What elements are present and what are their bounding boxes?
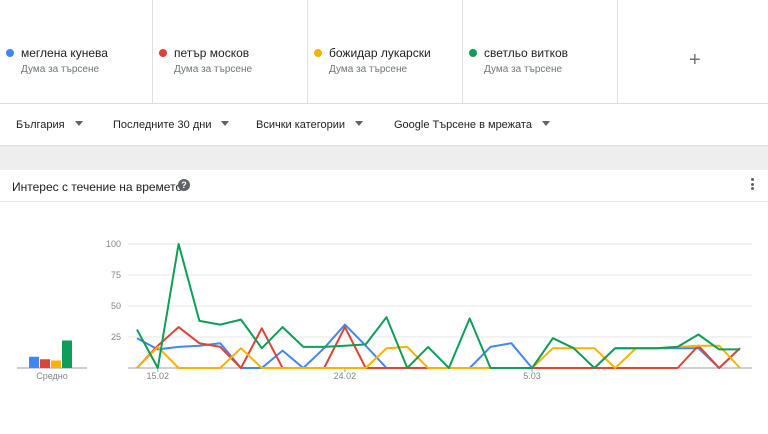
card-header: Интерес с течение на времето ? <box>0 170 768 202</box>
category-dropdown[interactable]: Всички категории <box>256 119 363 131</box>
period-label: Последните 30 дни <box>113 119 212 131</box>
term-color-dot <box>6 49 14 57</box>
y-tick-label: 25 <box>111 332 121 342</box>
card-title: Интерес с течение на времето <box>12 180 183 194</box>
term-card-1[interactable]: меглена кунева Дума за търсене <box>0 0 153 104</box>
filter-bar: България Последните 30 дни Всички катего… <box>0 104 768 146</box>
term-type-label: Дума за търсене <box>21 64 100 75</box>
caret-down-icon <box>221 121 230 126</box>
average-bar <box>40 359 50 368</box>
term-card-3[interactable]: божидар лукарски Дума за търсене <box>308 0 463 104</box>
more-vert-icon[interactable] <box>749 178 755 192</box>
caret-down-icon <box>354 121 363 126</box>
term-name[interactable]: светльо витков <box>484 46 569 60</box>
series-line <box>136 243 740 369</box>
term-type-label: Дума за търсене <box>484 64 563 75</box>
term-type-label: Дума за търсене <box>174 64 253 75</box>
term-color-dot <box>469 49 477 57</box>
average-label: Средно <box>36 371 68 381</box>
average-bar <box>29 356 39 368</box>
search-terms-bar: меглена кунева Дума за търсене петър мос… <box>0 0 768 104</box>
term-color-dot <box>159 49 167 57</box>
section-divider <box>0 147 768 170</box>
x-tick-label: 15.02 <box>147 371 170 381</box>
term-name[interactable]: божидар лукарски <box>329 46 431 60</box>
region-dropdown[interactable]: България <box>16 119 83 131</box>
term-name[interactable]: петър москов <box>174 46 250 60</box>
add-comparison-button[interactable]: + <box>689 49 701 71</box>
y-tick-label: 50 <box>111 301 121 311</box>
term-name[interactable]: меглена кунева <box>21 46 108 60</box>
term-card-2[interactable]: петър москов Дума за търсене <box>153 0 308 104</box>
y-tick-label: 75 <box>111 270 121 280</box>
x-tick-label: 24.02 <box>334 371 357 381</box>
search-type-label: Google Търсене в мрежата <box>394 119 532 131</box>
term-color-dot <box>314 49 322 57</box>
average-bar <box>62 340 72 368</box>
region-label: България <box>16 119 65 131</box>
period-dropdown[interactable]: Последните 30 дни <box>113 119 230 131</box>
category-label: Всички категории <box>256 119 345 131</box>
help-icon[interactable]: ? <box>178 179 190 191</box>
y-tick-label: 100 <box>106 239 121 249</box>
caret-down-icon <box>74 121 83 126</box>
x-tick-label: 5.03 <box>523 371 541 381</box>
caret-down-icon <box>541 121 550 126</box>
search-type-dropdown[interactable]: Google Търсене в мрежата <box>394 119 550 131</box>
average-bar <box>51 360 61 368</box>
term-type-label: Дума за търсене <box>329 64 408 75</box>
term-card-4[interactable]: светльо витков Дума за търсене <box>463 0 618 104</box>
